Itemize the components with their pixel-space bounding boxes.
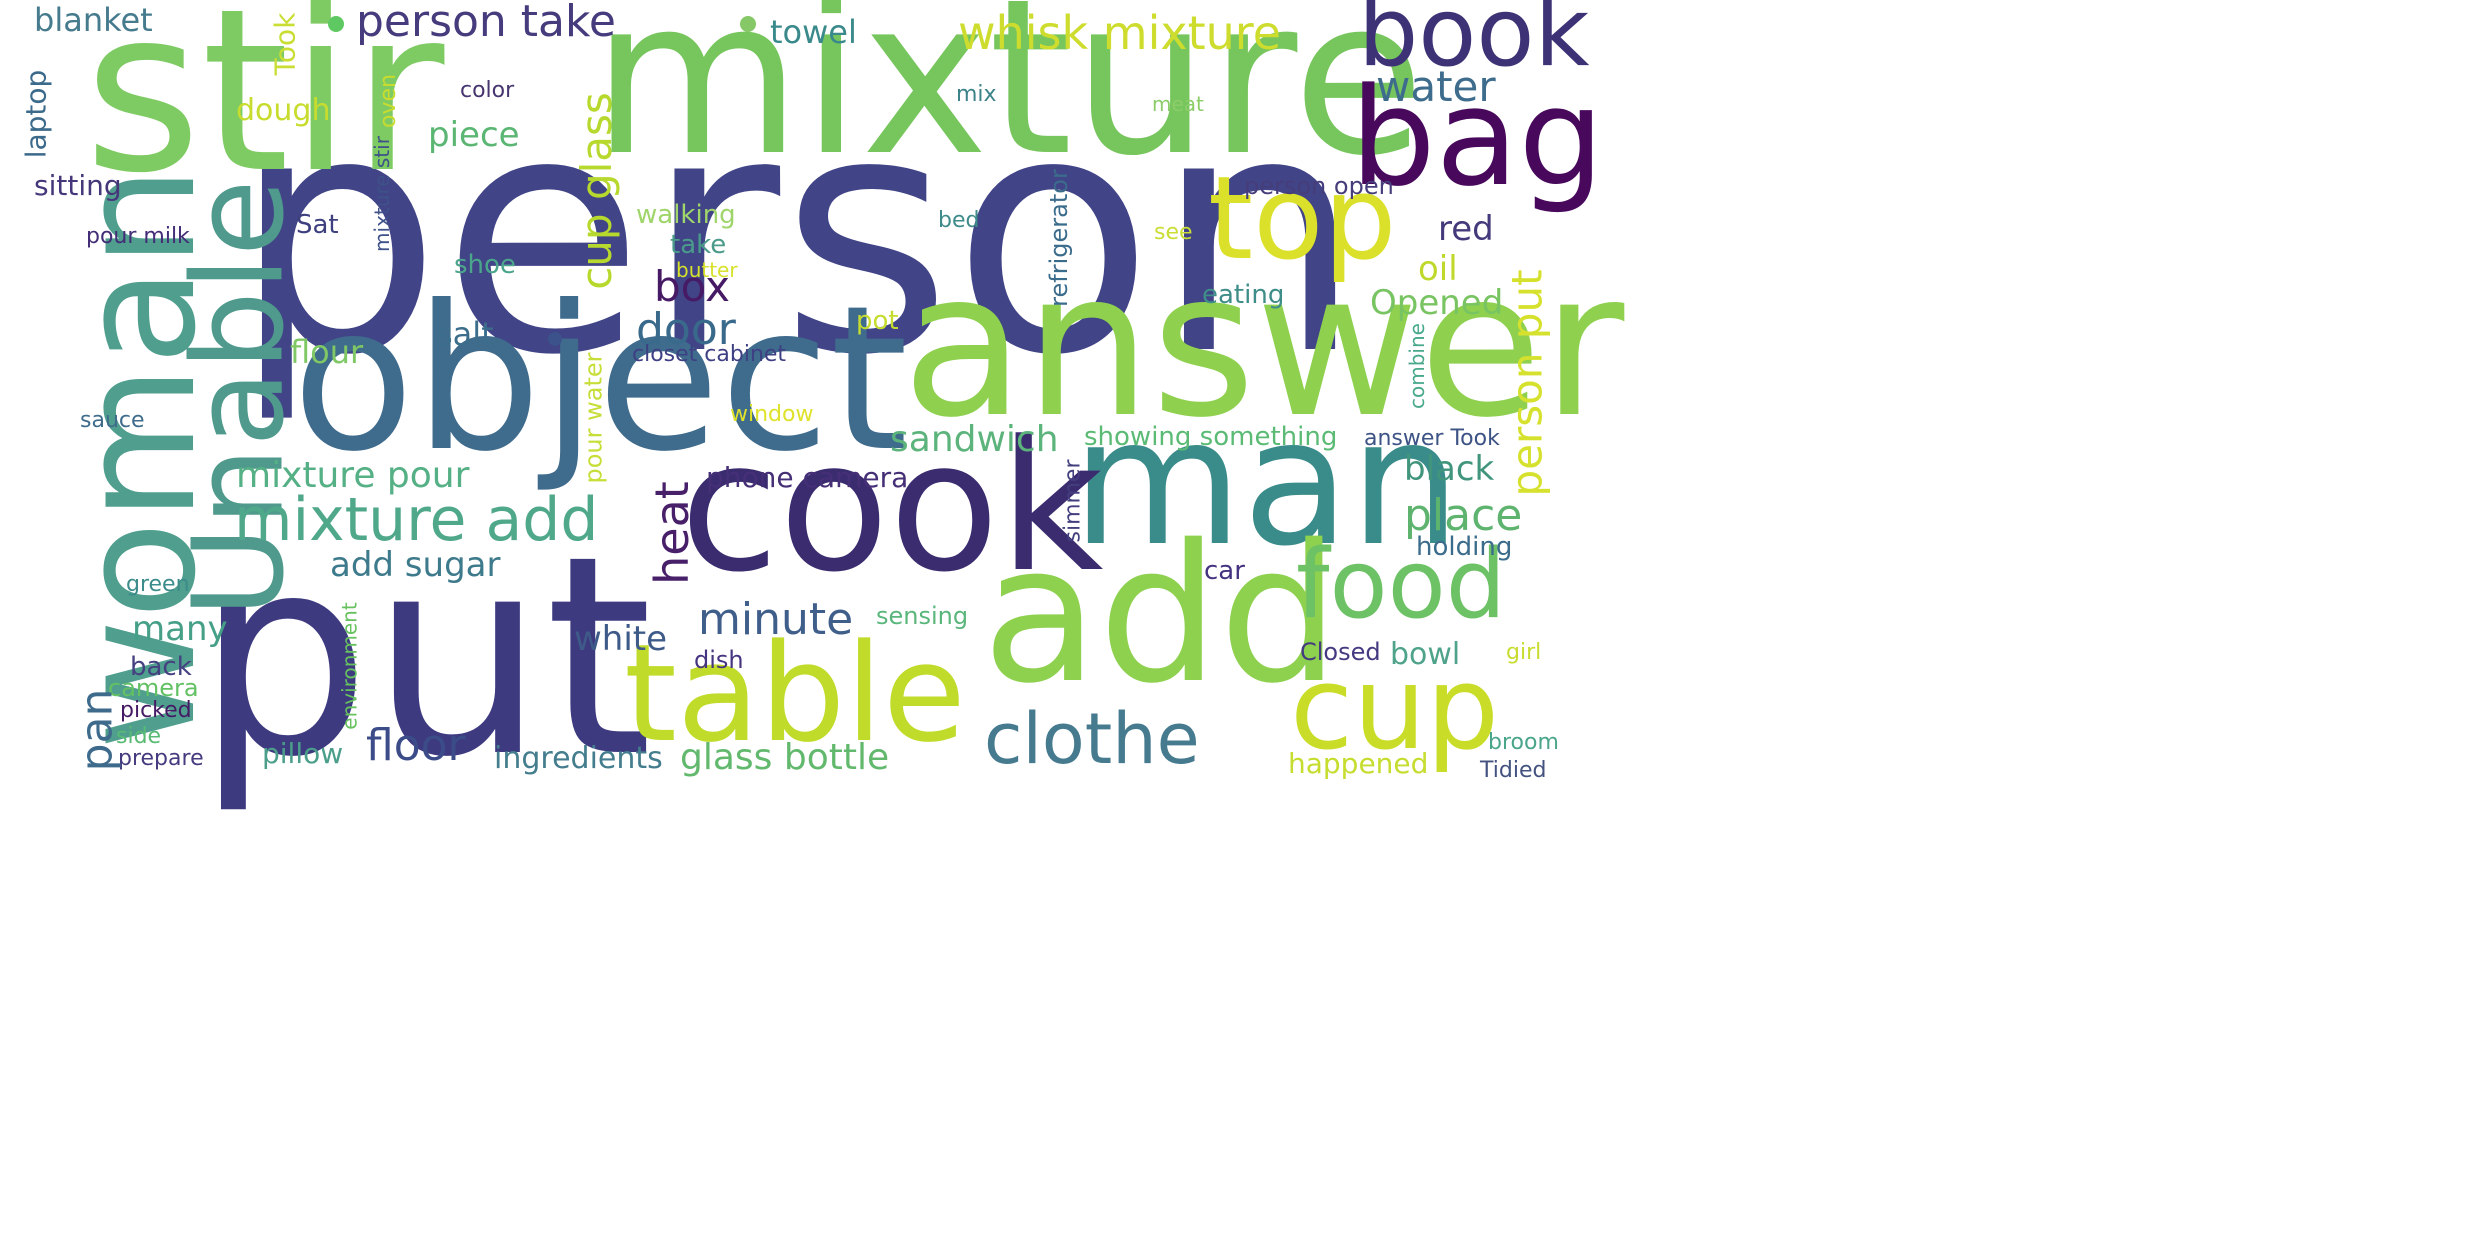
word-piece: piece <box>428 115 520 155</box>
word-sauce: sauce <box>80 408 145 433</box>
word-glass-bottle: glass bottle <box>680 737 890 778</box>
word-stir: stir <box>84 0 445 223</box>
word-table: table <box>624 615 966 772</box>
word-environment: environment <box>337 602 362 730</box>
word-meat: meat <box>1152 92 1204 116</box>
word-mixture-pour: mixture pour <box>236 455 470 496</box>
word-sandwich: sandwich <box>890 419 1059 460</box>
word-pan: pan <box>71 688 123 772</box>
word-add: add <box>982 504 1340 725</box>
word-refrigerator: refrigerator <box>1044 169 1073 307</box>
cloud-dot <box>740 16 756 32</box>
word-happened: happened <box>1288 747 1429 780</box>
word-side: side <box>116 724 162 749</box>
word-flour: flour <box>290 333 364 371</box>
word-towel: towel <box>770 13 857 51</box>
word-mixture: mixture <box>592 0 1425 203</box>
word-simmer: simmer <box>1060 459 1086 543</box>
word-picked: picked <box>120 698 192 723</box>
word-many: many <box>132 609 228 649</box>
word-cook: cook <box>680 403 1104 612</box>
word-phone-camera: phone camera <box>706 461 909 494</box>
word-combine: combine <box>1404 323 1429 409</box>
word-car: car <box>1204 556 1245 586</box>
word-opened: Opened <box>1370 283 1504 323</box>
word-broom: broom <box>1488 730 1559 755</box>
word-walking: walking <box>636 200 736 230</box>
word-black: black <box>1404 449 1495 489</box>
word-ingredients: ingredients <box>494 741 663 776</box>
word-see: see <box>1154 220 1193 245</box>
cloud-dot <box>328 16 344 32</box>
word-heat: heat <box>644 481 699 585</box>
word-answer: answer <box>902 229 1625 462</box>
word-person-put: person put <box>1502 269 1552 497</box>
word-add-sugar: add sugar <box>330 545 501 585</box>
word-clothe: clothe <box>984 698 1200 780</box>
word-color: color <box>460 78 515 103</box>
cloud-dot <box>548 332 562 346</box>
word-dough: dough <box>236 93 331 128</box>
word-prepare: prepare <box>118 746 204 771</box>
word-minute: minute <box>698 594 854 645</box>
word-closet-cabinet: closet cabinet <box>632 342 787 367</box>
word-mixture-add: mixture add <box>234 485 599 555</box>
word-shoe: shoe <box>454 250 516 280</box>
word-closed: Closed <box>1300 638 1381 666</box>
word-eating: eating <box>1202 280 1285 310</box>
word-pour-water: pour water <box>579 352 608 484</box>
word-door: door <box>636 304 736 355</box>
word-girl: girl <box>1506 640 1542 665</box>
word-person-take: person take <box>356 0 617 47</box>
word-man: man <box>1072 382 1461 585</box>
word-place: place <box>1404 490 1523 541</box>
word-window: window <box>730 402 814 427</box>
word-put: put <box>196 497 653 817</box>
word-salt: salt <box>436 315 494 353</box>
word-butter: butter <box>676 258 738 282</box>
word-pillow: pillow <box>262 737 344 770</box>
word-oil: oil <box>1418 249 1458 289</box>
word-take: take <box>670 230 727 260</box>
word-person-open: person open <box>1244 172 1394 200</box>
word-bowl: bowl <box>1390 637 1461 672</box>
word-holding: holding <box>1416 532 1513 562</box>
word-mixture-stir: mixture stir <box>369 136 394 252</box>
word-camera: camera <box>108 674 199 702</box>
word-sensing: sensing <box>876 602 969 630</box>
word-green: green <box>126 572 190 597</box>
word-oven: oven <box>375 74 401 128</box>
word-white: white <box>574 619 668 659</box>
word-tidied: Tidied <box>1480 758 1547 783</box>
word-dish: dish <box>694 646 744 674</box>
word-laptop: laptop <box>19 69 53 159</box>
word-object: object <box>292 263 909 496</box>
word-back: back <box>130 652 192 682</box>
word-blanket: blanket <box>34 1 153 39</box>
word-person: person <box>232 43 1364 427</box>
word-cup-glass: cup glass <box>571 92 621 290</box>
word-showing-something: showing something <box>1084 422 1338 452</box>
word-cup: cup <box>1290 642 1500 776</box>
word-pour-milk: pour milk <box>86 224 190 249</box>
word-bag: bag <box>1350 59 1605 216</box>
word-red: red <box>1438 209 1494 249</box>
word-floor: floor <box>366 720 466 771</box>
word-pot: pot <box>856 306 899 336</box>
word-book: book <box>1358 0 1590 88</box>
word-box: box <box>654 262 730 311</box>
word-bed: bed <box>938 208 980 233</box>
word-food: food <box>1296 530 1506 640</box>
word-whisk-mixture: whisk mixture <box>958 6 1281 60</box>
word-mix: mix <box>956 82 997 107</box>
word-took: Took <box>268 12 302 76</box>
word-answer-took: answer Took <box>1364 426 1500 451</box>
word-sat: Sat <box>296 210 339 240</box>
word-water: water <box>1376 62 1496 111</box>
word-top: top <box>1208 152 1397 286</box>
word-sitting: sitting <box>34 169 122 202</box>
